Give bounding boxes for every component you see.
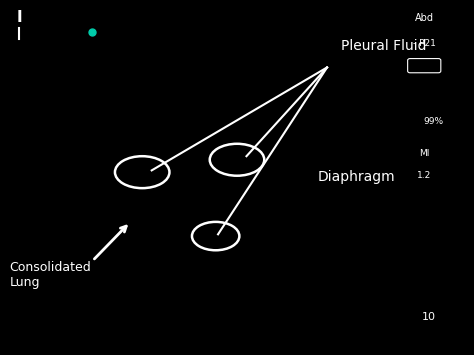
Text: Consolidated
Lung: Consolidated Lung: [9, 261, 91, 289]
Text: 99%: 99%: [424, 117, 444, 126]
Text: - P21: - P21: [413, 39, 436, 48]
Text: 1.2: 1.2: [417, 170, 431, 180]
Text: 10: 10: [422, 311, 436, 322]
Text: Diaphragm: Diaphragm: [318, 170, 395, 185]
Text: Abd: Abd: [415, 13, 434, 23]
Text: Pleural Fluid: Pleural Fluid: [341, 39, 427, 53]
Text: I: I: [16, 10, 22, 25]
Text: MI: MI: [419, 149, 429, 158]
